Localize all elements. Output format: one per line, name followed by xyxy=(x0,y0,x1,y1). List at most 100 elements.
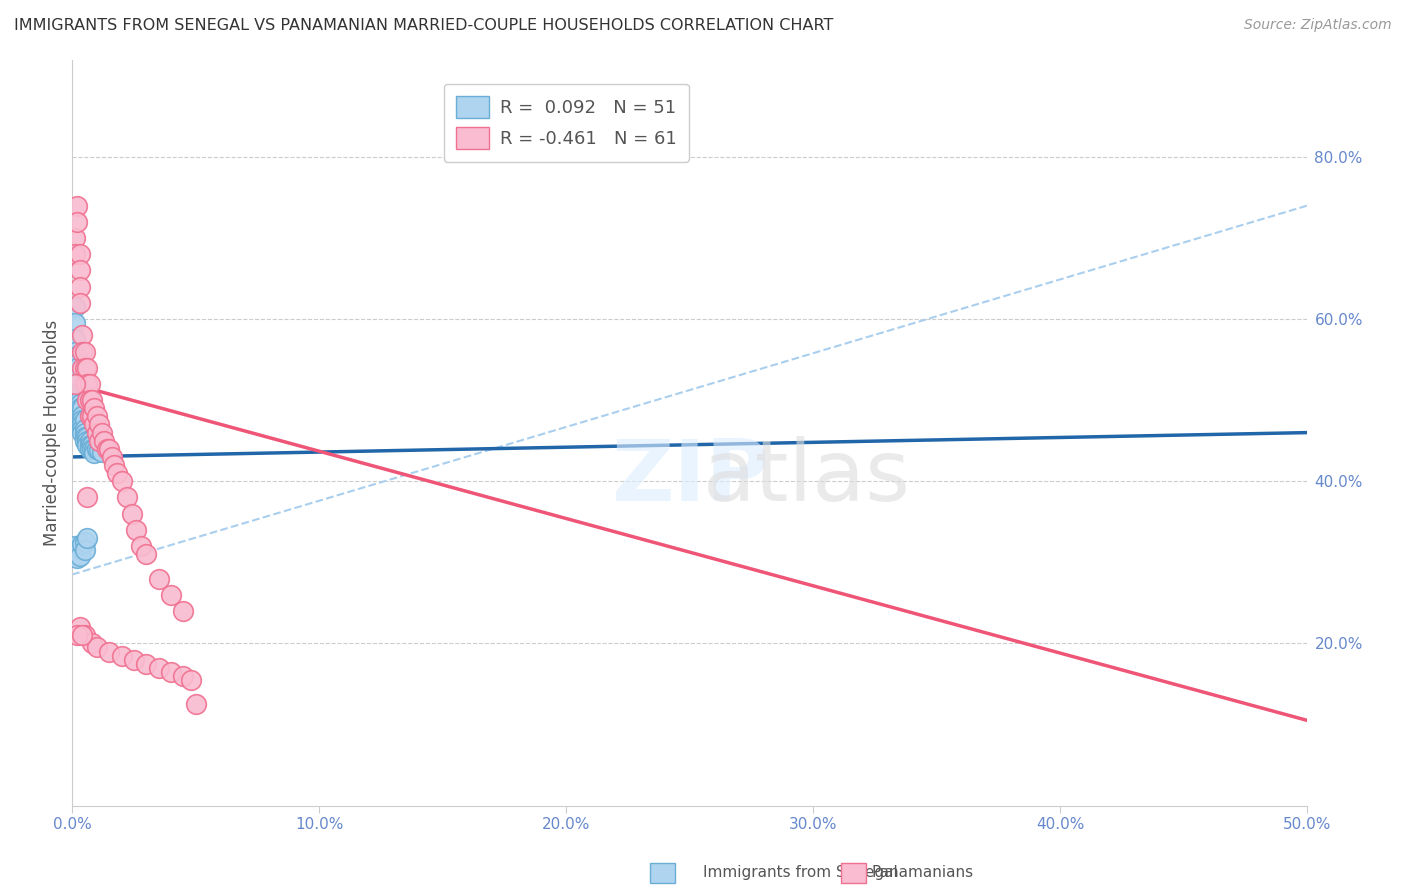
Point xyxy=(80,442,103,456)
Point xyxy=(66,543,89,558)
Point xyxy=(73,628,96,642)
Point xyxy=(80,409,103,424)
Point xyxy=(73,421,96,435)
Point xyxy=(66,360,89,375)
Point xyxy=(79,409,101,424)
Point xyxy=(69,409,91,424)
Legend: R =  0.092   N = 51, R = -0.461   N = 61: R = 0.092 N = 51, R = -0.461 N = 61 xyxy=(444,84,689,162)
Point xyxy=(63,539,86,553)
Point xyxy=(69,397,91,411)
Point xyxy=(103,458,125,472)
Point xyxy=(63,300,86,314)
Point xyxy=(76,491,98,505)
Point xyxy=(66,349,89,363)
Point xyxy=(69,413,91,427)
Point xyxy=(69,541,91,555)
Point xyxy=(69,393,91,408)
Text: IMMIGRANTS FROM SENEGAL VS PANAMANIAN MARRIED-COUPLE HOUSEHOLDS CORRELATION CHAR: IMMIGRANTS FROM SENEGAL VS PANAMANIAN MA… xyxy=(14,18,834,33)
Point xyxy=(135,547,157,561)
Text: atlas: atlas xyxy=(703,436,911,519)
Point xyxy=(66,376,89,391)
Point xyxy=(70,401,93,416)
Text: ZIP: ZIP xyxy=(612,436,769,519)
Point xyxy=(148,572,170,586)
Point xyxy=(69,549,91,563)
Text: Immigrants from Senegal: Immigrants from Senegal xyxy=(703,865,898,880)
Point xyxy=(79,442,101,456)
Point xyxy=(135,657,157,671)
Point xyxy=(184,698,207,712)
Point xyxy=(63,316,86,330)
Point xyxy=(100,450,122,464)
Point xyxy=(66,551,89,566)
Point xyxy=(131,539,153,553)
Point xyxy=(105,466,128,480)
Point xyxy=(70,413,93,427)
Point xyxy=(69,620,91,634)
Point xyxy=(83,401,105,416)
Point xyxy=(160,665,183,679)
Point xyxy=(83,446,105,460)
Point xyxy=(66,357,89,371)
Point xyxy=(98,644,121,658)
Point xyxy=(90,425,112,440)
Text: Source: ZipAtlas.com: Source: ZipAtlas.com xyxy=(1244,18,1392,32)
Point xyxy=(98,442,121,456)
Point xyxy=(93,434,115,448)
Point xyxy=(70,344,93,359)
Point xyxy=(63,547,86,561)
Point xyxy=(73,425,96,440)
Point xyxy=(66,215,89,229)
Point xyxy=(83,417,105,432)
Point xyxy=(76,434,98,448)
Point xyxy=(63,332,86,346)
Point xyxy=(73,535,96,549)
Point xyxy=(69,405,91,419)
Point xyxy=(76,393,98,408)
Point xyxy=(73,413,96,427)
Point xyxy=(73,376,96,391)
Point xyxy=(96,442,118,456)
Point xyxy=(89,417,111,432)
Point xyxy=(83,442,105,456)
Point xyxy=(80,438,103,452)
Point xyxy=(63,231,86,245)
Point xyxy=(180,673,202,687)
Point xyxy=(125,523,148,537)
Point xyxy=(66,198,89,212)
Point xyxy=(69,401,91,416)
Point xyxy=(148,661,170,675)
Point xyxy=(79,438,101,452)
Point xyxy=(73,344,96,359)
Point xyxy=(115,491,138,505)
Point xyxy=(79,376,101,391)
Point xyxy=(69,263,91,277)
Point xyxy=(69,296,91,310)
Point xyxy=(63,376,86,391)
Point xyxy=(76,376,98,391)
Point xyxy=(90,445,112,459)
Point xyxy=(73,543,96,558)
Point xyxy=(89,443,111,458)
Point xyxy=(86,640,108,655)
Point xyxy=(66,352,89,367)
Point xyxy=(80,393,103,408)
Text: Panamanians: Panamanians xyxy=(872,865,974,880)
Point xyxy=(160,588,183,602)
Point xyxy=(76,360,98,375)
Point xyxy=(70,425,93,440)
Point xyxy=(172,604,194,618)
Point xyxy=(76,438,98,452)
Point xyxy=(66,628,89,642)
Point xyxy=(70,360,93,375)
Point xyxy=(69,247,91,261)
Point xyxy=(86,442,108,456)
Point xyxy=(69,279,91,293)
Point xyxy=(79,434,101,448)
Point xyxy=(73,360,96,375)
Point xyxy=(76,531,98,545)
Point xyxy=(80,636,103,650)
Point xyxy=(73,434,96,448)
Point xyxy=(69,389,91,403)
Point xyxy=(70,409,93,424)
